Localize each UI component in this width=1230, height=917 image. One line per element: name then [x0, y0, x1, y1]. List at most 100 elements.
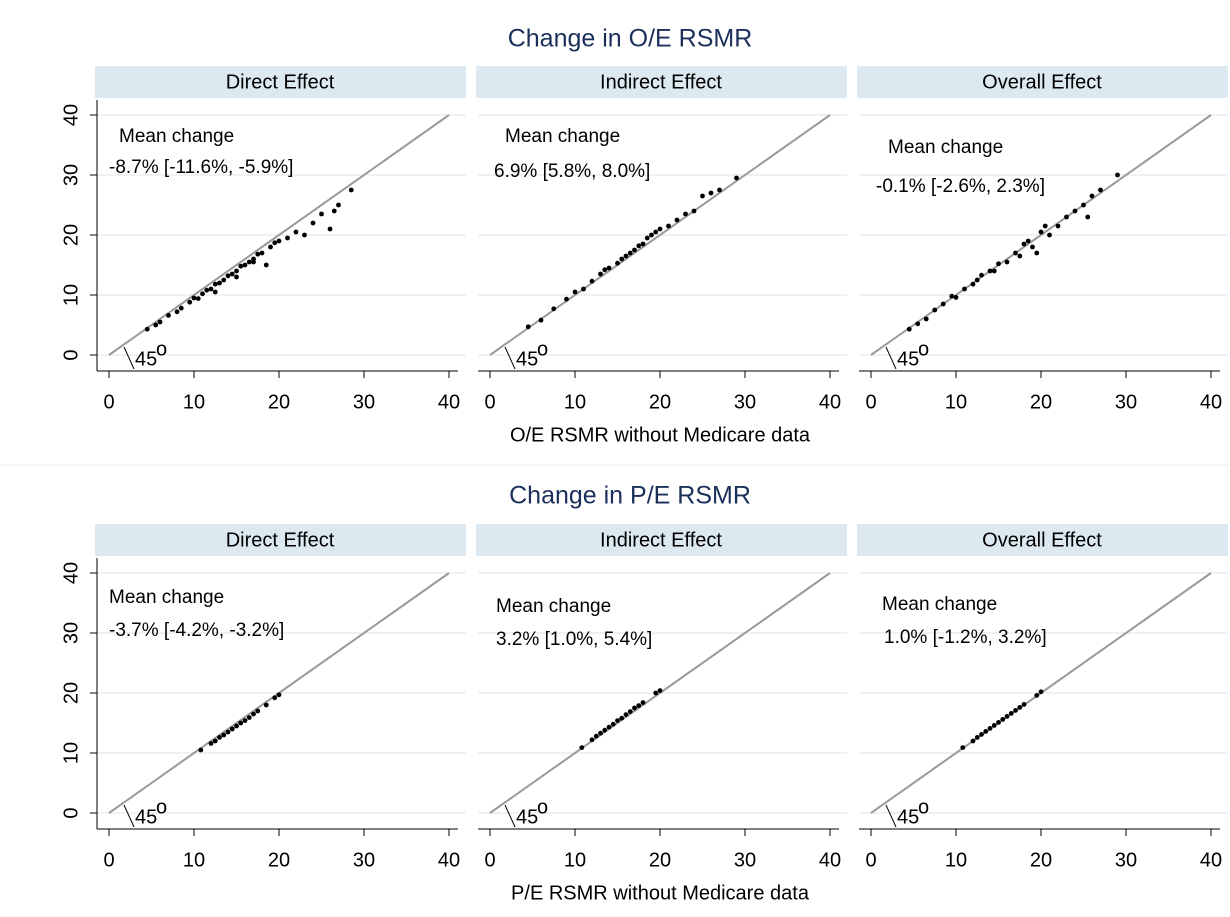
- point: [538, 317, 544, 323]
- point: [263, 262, 269, 268]
- point: [229, 726, 235, 732]
- diagonal-label-sup: o: [537, 338, 548, 360]
- point: [640, 241, 646, 247]
- panel-strip: [476, 66, 847, 98]
- point: [225, 273, 231, 279]
- point: [653, 229, 659, 235]
- diagonal-label-sup: o: [537, 796, 548, 818]
- point: [593, 733, 599, 739]
- point: [255, 708, 261, 714]
- point: [960, 745, 966, 750]
- point: [251, 259, 256, 265]
- x-tick-label: 10: [945, 849, 967, 871]
- point: [1004, 259, 1010, 265]
- diagonal-label: 45: [897, 348, 919, 370]
- x-axis-label: P/E RSMR without Medicare data: [511, 882, 810, 904]
- point: [525, 324, 531, 330]
- diagonal-label: 45: [516, 806, 538, 828]
- point: [238, 720, 244, 726]
- point: [636, 703, 642, 708]
- point: [263, 702, 269, 708]
- diagonal-marker: [123, 346, 135, 370]
- x-tick-label: 0: [484, 849, 495, 871]
- diagonal-label: 45: [516, 348, 538, 370]
- point: [991, 723, 997, 728]
- x-tick-label: 30: [734, 391, 756, 413]
- point: [974, 277, 980, 283]
- diagonal-label: 45: [135, 806, 157, 828]
- point: [1030, 244, 1035, 250]
- panel-strip: [857, 524, 1228, 556]
- point: [564, 296, 569, 302]
- x-tick-label: 20: [649, 391, 671, 413]
- x-tick-label: 0: [865, 391, 876, 413]
- point: [1038, 689, 1044, 695]
- point: [212, 281, 218, 287]
- point: [221, 277, 227, 283]
- x-tick-label: 40: [1200, 391, 1222, 413]
- point: [1013, 708, 1018, 713]
- y-tick-label: 30: [60, 622, 82, 644]
- point: [1072, 208, 1078, 214]
- point: [1017, 705, 1023, 710]
- point: [940, 301, 946, 307]
- point: [619, 256, 625, 262]
- point: [1008, 711, 1014, 716]
- point: [962, 286, 967, 292]
- y-tick-label: 0: [60, 349, 82, 360]
- point: [229, 271, 235, 277]
- annotation: Mean change: [496, 596, 611, 617]
- diagonal-45: [108, 114, 450, 356]
- x-tick-label: 10: [945, 391, 967, 413]
- diagonal-45: [489, 114, 831, 356]
- point: [708, 190, 714, 196]
- point: [653, 690, 659, 696]
- point: [915, 321, 921, 327]
- point: [644, 235, 650, 241]
- point: [255, 251, 261, 257]
- panel-strip: [95, 524, 466, 556]
- point: [276, 692, 282, 698]
- y-tick-label: 30: [60, 164, 82, 186]
- annotation: -8.7% [-11.6%, -5.9%]: [109, 157, 293, 178]
- point: [734, 175, 739, 181]
- panel-title: Indirect Effect: [600, 529, 722, 551]
- y-tick-label: 40: [60, 104, 82, 126]
- x-tick-label: 20: [649, 849, 671, 871]
- point: [615, 718, 620, 723]
- point: [204, 287, 210, 293]
- diagonal-label-sup: o: [156, 796, 167, 818]
- point: [674, 217, 680, 223]
- point: [598, 730, 603, 736]
- point: [293, 229, 299, 235]
- x-tick-label: 0: [103, 391, 114, 413]
- point: [627, 709, 633, 714]
- x-tick-label: 30: [353, 849, 375, 871]
- panel-strip: [857, 66, 1228, 98]
- x-tick-label: 40: [438, 849, 460, 871]
- annotation: Mean change: [505, 126, 620, 147]
- point: [996, 261, 1001, 267]
- point: [636, 243, 642, 249]
- point: [144, 326, 150, 332]
- point: [310, 220, 316, 226]
- point: [302, 232, 307, 238]
- x-tick-label: 30: [353, 391, 375, 413]
- point: [217, 735, 222, 740]
- point: [225, 729, 231, 735]
- point: [572, 289, 578, 295]
- panel-title: Overall Effect: [982, 529, 1102, 551]
- point: [242, 718, 248, 723]
- annotation: Mean change: [888, 137, 1003, 158]
- x-tick-label: 10: [183, 391, 205, 413]
- y-tick-label: 20: [60, 224, 82, 246]
- point: [178, 305, 184, 311]
- point: [619, 715, 625, 721]
- section-title: Change in P/E RSMR: [509, 482, 751, 510]
- y-tick-label: 10: [60, 742, 82, 764]
- point: [700, 193, 705, 199]
- panel-title: Direct Effect: [226, 71, 335, 93]
- point: [1025, 238, 1031, 244]
- point: [683, 211, 688, 217]
